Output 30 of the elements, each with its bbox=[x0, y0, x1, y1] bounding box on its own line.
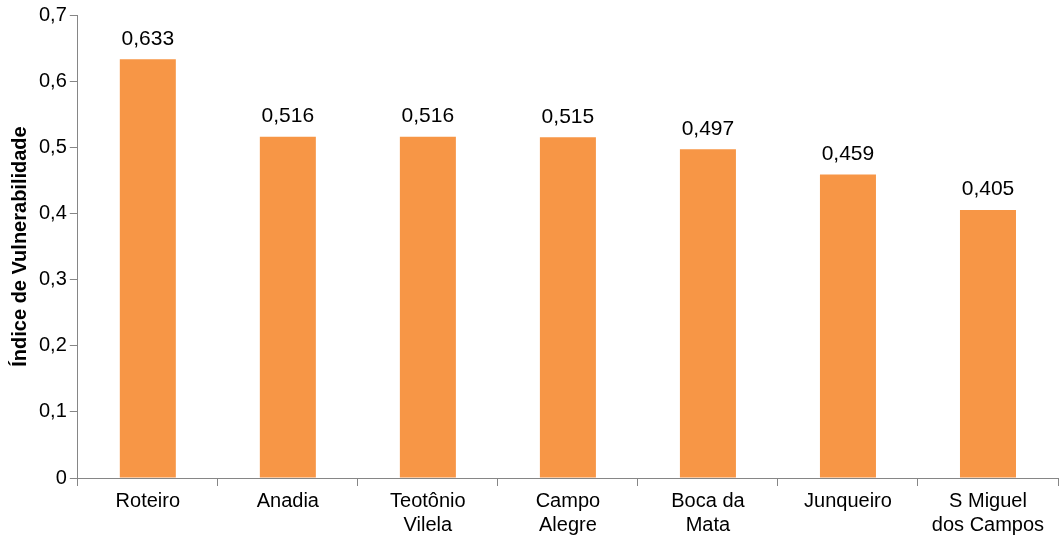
y-tick-label: 0,4 bbox=[38, 200, 67, 223]
y-tick-label: 0,5 bbox=[38, 134, 67, 157]
x-tick-label: Boca da Mata bbox=[671, 488, 746, 535]
y-tick-label: 0,7 bbox=[38, 2, 67, 25]
y-tick-label: 0,6 bbox=[38, 68, 67, 91]
bar bbox=[259, 136, 316, 478]
data-label: 0,405 bbox=[961, 176, 1015, 200]
data-label: 0,459 bbox=[821, 140, 875, 164]
data-label: 0,516 bbox=[401, 103, 455, 126]
y-axis-title: Índice de Vulnerabilidade bbox=[7, 126, 30, 367]
data-label: 0,633 bbox=[121, 25, 175, 49]
x-tick-label: Campo Alegre bbox=[535, 488, 601, 535]
bar bbox=[399, 136, 456, 478]
x-tick-label: S Miguel dos Campos bbox=[931, 488, 1045, 535]
data-label: 0,515 bbox=[541, 103, 595, 127]
x-tick-label: Junqueiro bbox=[804, 488, 892, 511]
data-label: 0,497 bbox=[681, 115, 735, 139]
bar bbox=[119, 59, 176, 478]
bar bbox=[679, 149, 736, 478]
x-tick-label: Anadia bbox=[256, 488, 320, 511]
bar bbox=[959, 210, 1016, 478]
y-tick-label: 0,2 bbox=[38, 333, 67, 356]
y-tick-label: 0,3 bbox=[38, 267, 67, 290]
bar bbox=[819, 174, 876, 478]
y-tick-label: 0,1 bbox=[38, 399, 67, 422]
bar bbox=[539, 137, 596, 478]
y-tick-label: 0 bbox=[55, 465, 67, 488]
x-tick-label: Roteiro bbox=[115, 488, 181, 511]
x-tick-label: Teotônio Vilela bbox=[390, 488, 466, 535]
data-label: 0,516 bbox=[261, 103, 315, 126]
